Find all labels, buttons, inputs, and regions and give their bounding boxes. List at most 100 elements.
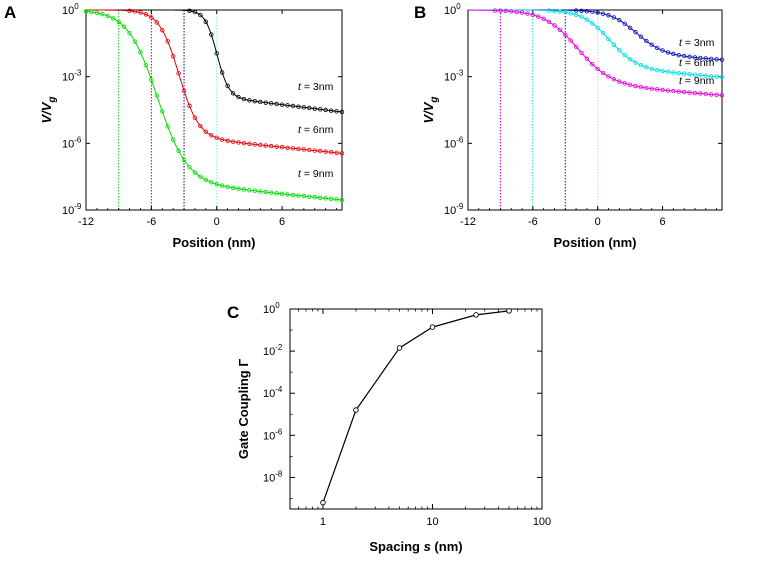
panel-a-data-point (258, 189, 263, 194)
panel-a-data-point (236, 140, 241, 145)
panel-a-data-point (192, 9, 198, 15)
panel-b-data-point (546, 19, 552, 24)
panel-a-data-point (268, 190, 274, 195)
label-var: t (679, 37, 683, 49)
panel-a-data-point (274, 191, 279, 196)
panel-a-data-point (301, 105, 307, 110)
panel-c-data-point (320, 499, 326, 506)
panel-b-data-point (660, 87, 665, 93)
panel-b-data-point (498, 8, 503, 13)
panel-a-data-point (143, 12, 149, 17)
panel-b-data-point (627, 82, 633, 88)
panel-b-data-point (654, 87, 660, 92)
tick-exponent: 0 (275, 301, 280, 310)
panel-a-data-point (323, 196, 328, 201)
panel-b-data-point (633, 83, 638, 89)
panel-c-x-tick-label: 100 (533, 516, 551, 528)
panel-b-data-point (525, 11, 530, 16)
panel-c-x-tick-label: 1 (320, 516, 326, 528)
panel-a-data-point (219, 70, 225, 75)
panel-a-data-point (318, 107, 323, 112)
panel-b-data-point (492, 8, 498, 13)
tick-base: 10 (62, 72, 74, 84)
label-value: = 9nm (682, 75, 715, 87)
panel-a-data-point (181, 157, 187, 163)
panel-a-data-point (312, 106, 317, 111)
panel-a-data-point (247, 98, 252, 103)
panel-a-data-point (214, 181, 219, 187)
panel-a-data-point (160, 27, 165, 33)
panel-a-data-point (301, 147, 307, 152)
panel-a-data-point (132, 9, 138, 14)
panel-b-data-point (541, 16, 546, 22)
panel-b-y-tick-label: 100 (444, 2, 461, 17)
panel-a-data-point (132, 39, 138, 44)
panel-a-data-point (339, 109, 345, 115)
panel-b-data-point (622, 53, 627, 58)
y-title-main: V/V (39, 101, 54, 123)
panel-a-series-line (86, 9, 343, 154)
panel-b-data-point (557, 27, 563, 32)
panel-b-data-point (622, 81, 627, 86)
panel-b-data-point (595, 66, 600, 72)
panel-b-data-point (563, 32, 568, 38)
panel-b-data-point (681, 53, 687, 59)
panel-b-data-point (579, 50, 584, 56)
panel-a-data-point (198, 174, 203, 179)
panel-a-data-point (116, 19, 121, 25)
panel-b-data-point (698, 73, 703, 78)
panel-b-data-point (590, 21, 595, 26)
panel-b-series-line (468, 9, 723, 61)
tick-base: 10 (263, 304, 275, 316)
panel-b-data-point (546, 8, 552, 13)
panel-a-data-point (318, 148, 323, 154)
panel-a-data-point (296, 193, 301, 198)
panel-a-data-point (258, 99, 263, 105)
panel-a-data-point (203, 129, 209, 134)
panel-a-data-point (323, 107, 328, 113)
panel-b-data-point (687, 72, 692, 77)
tick-base: 10 (263, 472, 275, 484)
panel-c-x-tick-label: 10 (426, 516, 438, 528)
y-title-main: V/V (421, 101, 436, 123)
panel-a-data-point (263, 189, 268, 195)
panel-c-frame (289, 308, 543, 510)
panel-a-data-point (247, 141, 252, 146)
panel-b-data-point (514, 9, 519, 15)
panel-a-data-point (187, 164, 192, 170)
panel-c-x-axis-title: Spacing s (nm) (369, 539, 462, 554)
panel-a-data-point (279, 145, 285, 150)
panel-b-data-point (703, 73, 708, 78)
panel-b-data-point (644, 85, 649, 91)
panel-a-x-tick-label: 6 (279, 216, 285, 228)
panel-b-data-point (708, 56, 714, 62)
panel-b-data-point (590, 9, 595, 14)
panel-a-data-point (247, 188, 252, 193)
panel-a-data-point (143, 62, 149, 68)
panel-a-data-point (154, 93, 160, 98)
panel-c-data-point (396, 345, 403, 351)
panel-b-data-point (606, 74, 611, 79)
panel-b-data-point (573, 12, 579, 17)
panel-b-data-point (714, 57, 719, 62)
panel-a-data-point (149, 77, 154, 83)
panel-a-data-point (192, 115, 198, 120)
panel-a-data-point (192, 170, 198, 175)
panel-a-data-point (241, 140, 247, 146)
panel-b-data-point (665, 50, 671, 55)
panel-a-data-point (279, 191, 285, 197)
panel-b-letter: B (414, 3, 426, 22)
panel-a-data-point (198, 123, 203, 129)
panel-a-data-point (209, 133, 214, 138)
panel-a-data-point (187, 103, 192, 109)
tick-exponent: 0 (74, 2, 79, 11)
panel-b-x-tick-label: 6 (659, 216, 665, 228)
panel-b-data-point (644, 38, 649, 44)
panel-a-data-point (225, 138, 230, 143)
panel-b-x-tick-label: -12 (460, 216, 476, 228)
panel-b-data-point (649, 66, 654, 71)
panel-b-data-point (665, 69, 671, 75)
panel-a-data-point (258, 142, 263, 148)
tick-base: 10 (62, 138, 74, 150)
panel-b-data-point (503, 8, 509, 14)
